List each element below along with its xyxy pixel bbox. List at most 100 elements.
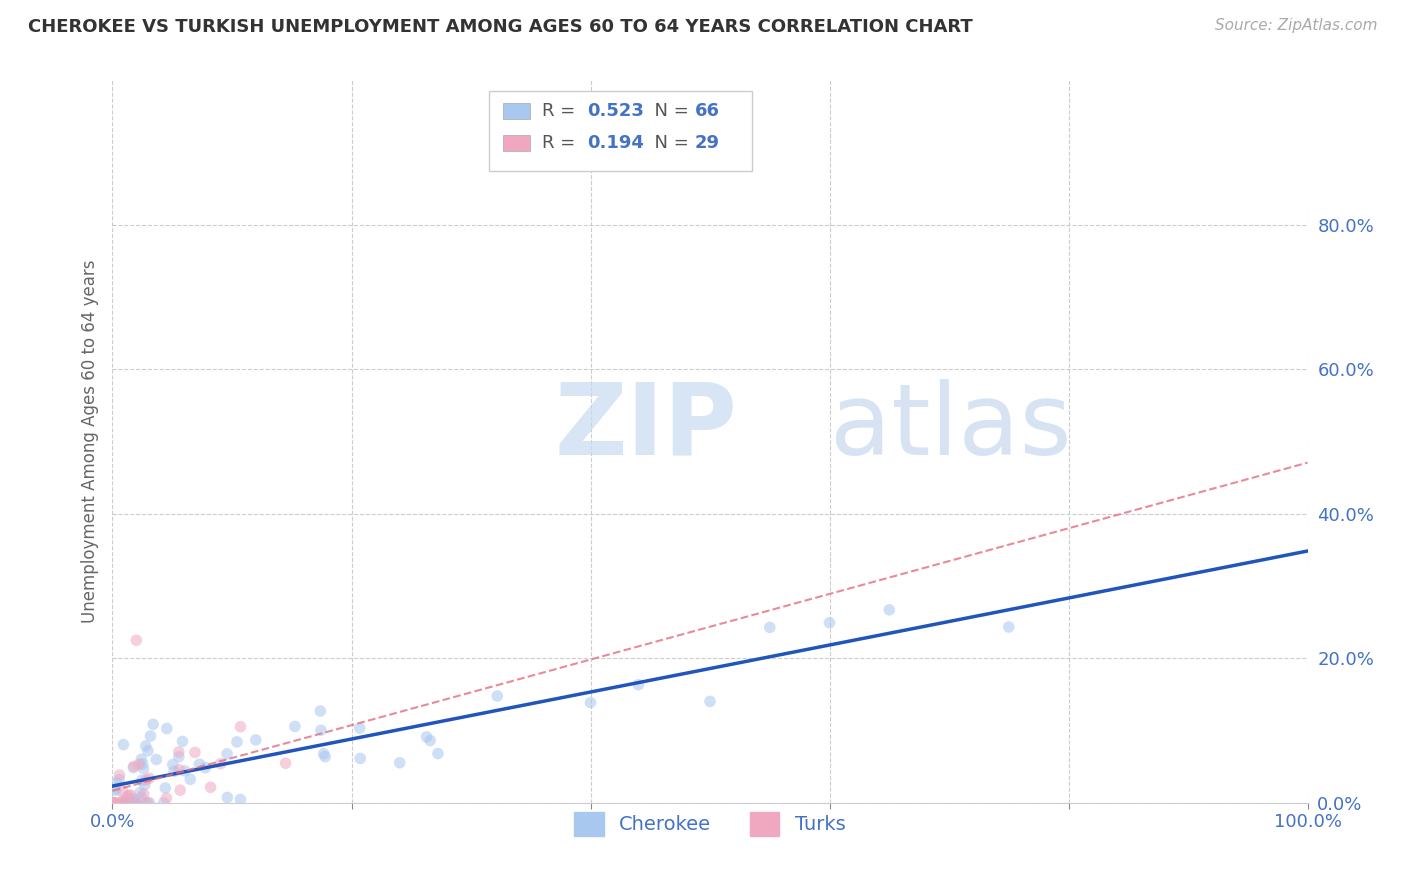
FancyBboxPatch shape [503,103,530,120]
Point [114,796,136,810]
Point [118,796,141,810]
FancyBboxPatch shape [489,91,752,170]
Point [194,761,217,775]
Point [122,759,145,773]
Point [104,781,127,796]
Point [312,747,335,761]
Point [125,796,148,810]
Point [131,752,153,766]
Point [184,746,207,760]
Point [699,694,721,708]
Point [117,789,139,803]
Point [579,696,602,710]
Point [108,772,131,787]
Point [132,787,155,801]
Point [229,792,252,806]
Point [419,733,441,747]
Point [129,785,152,799]
Point [217,790,239,805]
Point [120,792,142,806]
Point [128,757,150,772]
Point [105,783,128,797]
Point [112,738,135,752]
Point [131,756,153,771]
Point [169,783,191,797]
Point [131,773,153,788]
Y-axis label: Unemployment Among Ages 60 to 64 years: Unemployment Among Ages 60 to 64 years [80,260,98,624]
Point [309,704,332,718]
Point [118,796,141,810]
Point [245,732,267,747]
Point [135,772,157,787]
Text: ZIP: ZIP [554,378,738,475]
Text: 0.523: 0.523 [586,103,644,120]
Legend: Cherokee, Turks: Cherokee, Turks [567,805,853,844]
Point [122,792,145,806]
Point [486,689,509,703]
Point [155,791,177,805]
Text: 29: 29 [695,134,720,153]
Text: CHEROKEE VS TURKISH UNEMPLOYMENT AMONG AGES 60 TO 64 YEARS CORRELATION CHART: CHEROKEE VS TURKISH UNEMPLOYMENT AMONG A… [28,18,973,36]
Point [152,796,174,810]
Point [879,603,901,617]
Text: N =: N = [643,103,695,120]
Text: Source: ZipAtlas.com: Source: ZipAtlas.com [1215,18,1378,33]
Point [167,749,190,764]
Point [110,796,132,810]
Text: R =: R = [541,103,581,120]
Point [172,734,194,748]
Point [111,793,134,807]
Point [108,768,131,782]
Point [120,788,142,802]
Point [134,778,156,792]
Point [229,720,252,734]
Point [117,796,139,810]
Point [138,796,160,810]
Point [388,756,411,770]
Point [117,789,139,804]
Point [818,615,841,630]
Point [156,722,179,736]
Point [309,723,332,738]
Point [124,796,146,810]
Point [136,744,159,758]
Point [103,796,125,810]
Point [155,780,177,795]
Point [112,796,135,810]
Point [200,780,222,795]
Text: N =: N = [643,134,695,153]
Point [415,730,437,744]
Point [349,721,371,735]
Point [226,735,249,749]
Text: atlas: atlas [830,378,1071,475]
Point [167,763,190,777]
Point [124,796,146,810]
Point [163,764,186,779]
Point [314,749,336,764]
Point [135,739,157,753]
Point [132,762,155,776]
Point [145,752,167,766]
Point [426,747,449,761]
Point [274,756,297,771]
Point [111,784,134,798]
Text: 0.194: 0.194 [586,134,644,153]
Point [103,796,125,810]
Point [284,719,307,733]
Point [124,796,146,810]
Point [139,729,162,743]
Point [122,761,145,775]
Point [111,796,134,810]
Point [105,796,128,810]
Text: 66: 66 [695,103,720,120]
Point [627,678,650,692]
Point [179,772,201,787]
Point [759,620,782,634]
Point [173,764,195,778]
Point [998,620,1021,634]
Point [103,796,125,810]
Point [162,757,184,772]
FancyBboxPatch shape [503,136,530,151]
Point [129,790,152,805]
Point [138,771,160,785]
